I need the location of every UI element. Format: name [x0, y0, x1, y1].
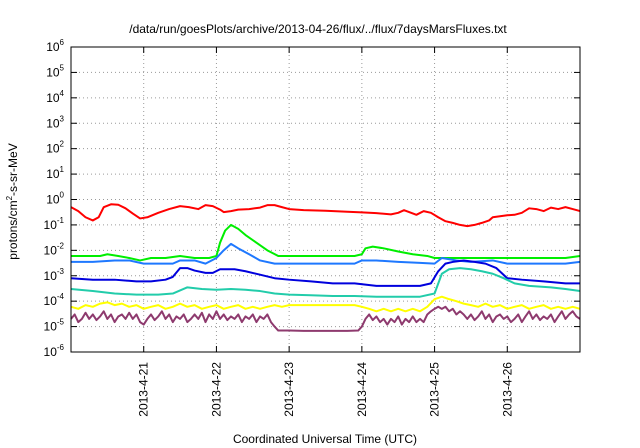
x-tick-label: 2013-4-26	[500, 362, 514, 417]
x-tick-label: 2013-4-21	[137, 362, 151, 417]
x-tick-label: 2013-4-23	[282, 362, 296, 417]
y-axis-label: protons/cm2-s-sr-MeV	[5, 143, 20, 259]
y-tick-label: 103	[46, 114, 64, 130]
x-tick-label: 2013-4-25	[428, 362, 442, 417]
series-line	[70, 203, 581, 228]
x-tick-label: 2013-4-24	[355, 362, 369, 417]
y-tick-label: 10-4	[44, 292, 65, 308]
y-tick-label: 100	[46, 191, 64, 207]
y-tick-label: 104	[46, 89, 64, 105]
grid	[71, 47, 580, 352]
x-tick-label: 2013-4-22	[209, 362, 223, 417]
series-line	[70, 295, 581, 313]
y-tick-label: 105	[46, 63, 64, 79]
y-tick-label: 10-6	[44, 343, 65, 359]
series-line	[70, 259, 580, 287]
series-line	[71, 223, 581, 262]
y-tick-label: 10-3	[44, 267, 65, 283]
y-axis-label-group: protons/cm2-s-sr-MeV	[5, 143, 20, 259]
series-line	[71, 242, 581, 265]
y-tick-label: 106	[46, 38, 64, 54]
y-tick-label: 10-2	[44, 241, 65, 257]
series-line	[70, 267, 581, 298]
y-tick-label: 10-5	[44, 318, 65, 334]
y-tick-label: 10-1	[44, 216, 65, 232]
y-tick-label: 101	[46, 165, 64, 181]
chart-title: /data/run/goesPlots/archive/2013-04-26/f…	[129, 22, 507, 36]
ticks: 10-6 10-5 10-4 10-3 10-2 10-1 100 101 102 103 104 1…	[44, 38, 580, 417]
x-axis-label: Coordinated Universal Time (UTC)	[233, 432, 417, 446]
y-tick-label: 102	[46, 140, 64, 156]
series-group	[70, 203, 581, 332]
series-line	[70, 305, 581, 332]
